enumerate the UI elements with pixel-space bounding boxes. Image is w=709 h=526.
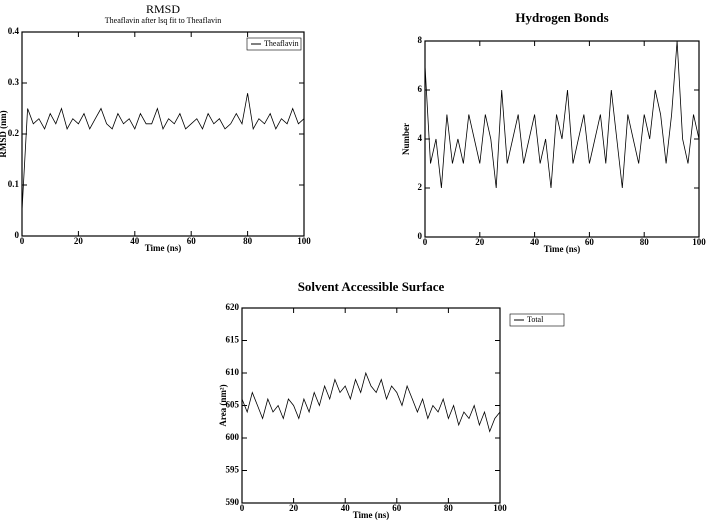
y-tick-label: 6 — [418, 84, 423, 94]
y-tick-label: 615 — [226, 335, 240, 345]
plot-frame — [21, 31, 305, 237]
x-tick-label: 40 — [341, 503, 351, 513]
x-tick-label: 100 — [493, 503, 507, 513]
data-line — [21, 93, 305, 211]
legend-box — [246, 37, 302, 51]
y-tick-label: 0.1 — [8, 179, 20, 189]
y-tick-label: 590 — [226, 497, 240, 507]
x-tick-label: 80 — [444, 503, 454, 513]
y-tick-label: 0.3 — [8, 77, 20, 87]
y-axis-label: RMSD (nm) — [0, 110, 8, 157]
chart-subtitle: Theaflavin after lsq fit to Theaflavin — [105, 16, 221, 25]
y-tick-label: 605 — [226, 400, 240, 410]
x-tick-label: 40 — [530, 237, 540, 247]
x-tick-label: 60 — [392, 503, 402, 513]
legend-label: Total — [527, 315, 544, 324]
y-tick-label: 0.2 — [8, 128, 20, 138]
plot-frame — [241, 307, 501, 504]
y-tick-label: 610 — [226, 367, 240, 377]
x-tick-label: 80 — [243, 236, 253, 246]
x-tick-label: 40 — [130, 236, 140, 246]
x-tick-label: 0 — [423, 237, 428, 247]
y-tick-label: 600 — [226, 432, 240, 442]
x-tick-label: 100 — [692, 237, 706, 247]
y-tick-label: 0 — [15, 230, 20, 240]
chart-title: RMSD — [146, 2, 180, 16]
x-tick-label: 60 — [187, 236, 197, 246]
y-tick-label: 620 — [226, 302, 240, 312]
chart-title: Solvent Accessible Surface — [298, 279, 445, 294]
y-axis-label: Area (nm²) — [218, 384, 228, 426]
subplot: Solvent Accessible Surface Time (ns) Area … — [218, 279, 565, 520]
chart-title: Hydrogen Bonds — [515, 10, 608, 25]
legend-label: Theaflavin — [264, 39, 299, 48]
x-tick-label: 0 — [20, 236, 25, 246]
y-tick-label: 0 — [418, 231, 423, 241]
legend-box — [509, 313, 565, 327]
x-axis-label: Time (ns) — [145, 243, 182, 253]
x-axis-label: Time (ns) — [544, 244, 581, 254]
y-tick-label: 595 — [226, 465, 240, 475]
x-tick-label: 80 — [640, 237, 650, 247]
y-axis-label: Number — [401, 123, 411, 155]
x-axis-label: Time (ns) — [353, 510, 390, 520]
x-tick-label: 100 — [297, 236, 311, 246]
data-line — [241, 371, 501, 433]
x-tick-label: 0 — [240, 503, 245, 513]
x-tick-label: 20 — [74, 236, 84, 246]
x-tick-label: 20 — [289, 503, 299, 513]
data-line — [424, 40, 700, 189]
y-tick-label: 2 — [418, 182, 423, 192]
y-tick-label: 4 — [418, 133, 423, 143]
y-tick-label: 8 — [418, 35, 423, 45]
x-tick-label: 20 — [475, 237, 485, 247]
x-tick-label: 60 — [585, 237, 595, 247]
y-tick-label: 0.4 — [8, 26, 20, 36]
